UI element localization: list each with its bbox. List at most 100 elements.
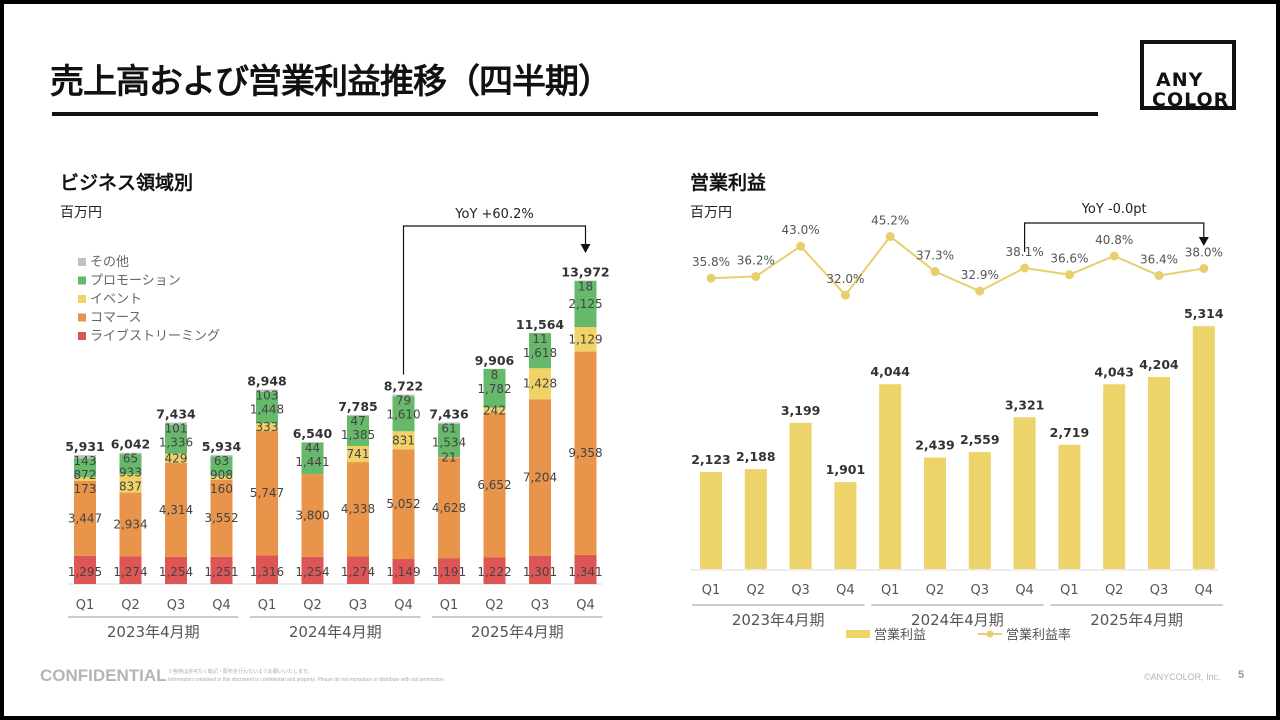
data-label-event: 741 [347,447,370,461]
data-label-livestreaming: 1,274 [341,565,375,579]
data-label-event: 173 [74,482,97,496]
data-label-livestreaming: 1,274 [113,565,147,579]
group-label: 2023年4月期 [732,611,825,629]
bar-segment-promotion [347,415,369,446]
data-label-promotion: 1,610 [386,408,420,422]
op-profit-bar [924,457,946,569]
bar-segment-livestreaming [392,559,415,584]
bar-segment-promotion [529,333,551,369]
data-label-commerce: 7,204 [523,470,557,484]
data-label-livestreaming: 1,222 [477,565,511,579]
data-label-event: 1,428 [523,377,557,391]
data-label-commerce: 3,447 [68,511,102,525]
bar-segment-livestreaming [119,556,142,584]
op-margin-label: 43.0% [782,223,820,237]
data-label-other: 101 [165,422,188,436]
bar-segment-commerce [74,480,96,556]
bar-segment-other [301,441,324,443]
bar-segment-livestreaming [210,556,233,584]
x-tick-label: Q1 [1060,583,1079,598]
op-profit-label: 4,043 [1094,364,1134,379]
bar-segment-promotion [392,396,415,432]
data-label-livestreaming: 1,316 [250,565,284,579]
op-profit-label: 2,188 [736,449,776,464]
op-profit-bar [834,482,857,569]
logo-line-1: ANY [1156,69,1204,91]
bar-segment-event [165,453,187,464]
legend-swatch [78,258,86,266]
x-tick-label: Q1 [702,583,721,598]
x-tick-label: Q1 [258,598,277,613]
data-label-livestreaming: 1,295 [68,565,102,579]
data-label-total: 8,722 [384,379,424,394]
group-label: 2025年4月期 [471,623,564,641]
bar-segment-other [392,394,415,397]
yoy-arrowhead [580,244,591,253]
bar-segment-livestreaming [574,554,597,584]
bar-segment-commerce [256,430,278,556]
bar-segment-other [210,455,233,457]
bar-segment-commerce [392,449,415,560]
bar-segment-promotion [301,442,324,475]
bar-segment-other [74,455,96,459]
right-chart-title: 営業利益 [690,172,767,194]
data-label-promotion: 908 [210,468,233,482]
bar-segment-livestreaming [301,556,324,584]
data-label-commerce: 5,747 [250,486,284,500]
bar-segment-promotion [74,458,96,478]
data-label-livestreaming: 1,254 [295,565,329,579]
legend-swatch [78,276,86,285]
data-label-event: 837 [119,480,142,494]
x-tick-label: Q2 [303,598,322,613]
op-profit-bar [1192,326,1215,569]
op-profit-bar [744,469,767,569]
op-margin-point [1109,251,1119,261]
op-profit-label: 2,123 [691,452,731,467]
op-margin-point [975,286,985,296]
bar-segment-commerce [165,463,187,557]
data-label-total: 6,540 [293,426,333,441]
bar-segment-commerce [438,457,460,559]
bar-segment-promotion [256,391,278,424]
x-tick-label: Q1 [76,598,95,613]
data-label-livestreaming: 1,301 [523,565,557,579]
right-chart-unit: 百万円 [690,205,732,221]
yoy-bracket [1024,222,1205,252]
x-tick-label: Q4 [1015,583,1034,598]
op-margin-label: 36.6% [1050,252,1088,266]
bar-segment-event [529,368,551,400]
op-margin-label: 45.2% [871,213,909,227]
data-label-other: 65 [123,452,138,466]
op-profit-label: 3,321 [1005,397,1045,412]
legend-label: コマース [90,311,141,326]
data-label-event: 429 [165,451,188,465]
x-tick-label: Q3 [971,583,990,598]
op-profit-bar [879,384,902,569]
op-margin-point [930,267,940,277]
op-profit-bar [789,422,812,569]
data-label-promotion: 933 [119,466,142,480]
yoy-bracket [402,225,587,375]
data-label-other: 61 [441,421,456,435]
data-label-livestreaming: 1,149 [386,565,420,579]
data-label-other: 8 [491,368,499,382]
data-label-promotion: 1,618 [523,346,557,360]
op-profit-label: 2,559 [960,432,1000,447]
data-label-other: 63 [214,454,229,468]
data-label-commerce: 9,358 [568,446,602,460]
op-profit-label: 5,314 [1184,306,1224,321]
data-label-other: 47 [350,414,365,428]
op-profit-bar [1103,384,1126,569]
op-margin-point [840,290,850,300]
data-label-livestreaming: 1,191 [432,565,466,579]
bar-segment-other [438,422,460,424]
bar-segment-promotion [483,368,506,408]
bar-segment-commerce [301,474,324,557]
op-margin-point [885,231,895,241]
x-tick-label: Q2 [485,598,504,613]
footer-note-jp: ※各時は許可なく転記・配布を行わないようお願いいたします。 [168,669,313,675]
data-label-total: 7,434 [156,407,196,422]
op-margin-point [796,241,806,251]
op-profit-label: 3,199 [781,403,821,418]
bar-segment-promotion [574,280,597,328]
